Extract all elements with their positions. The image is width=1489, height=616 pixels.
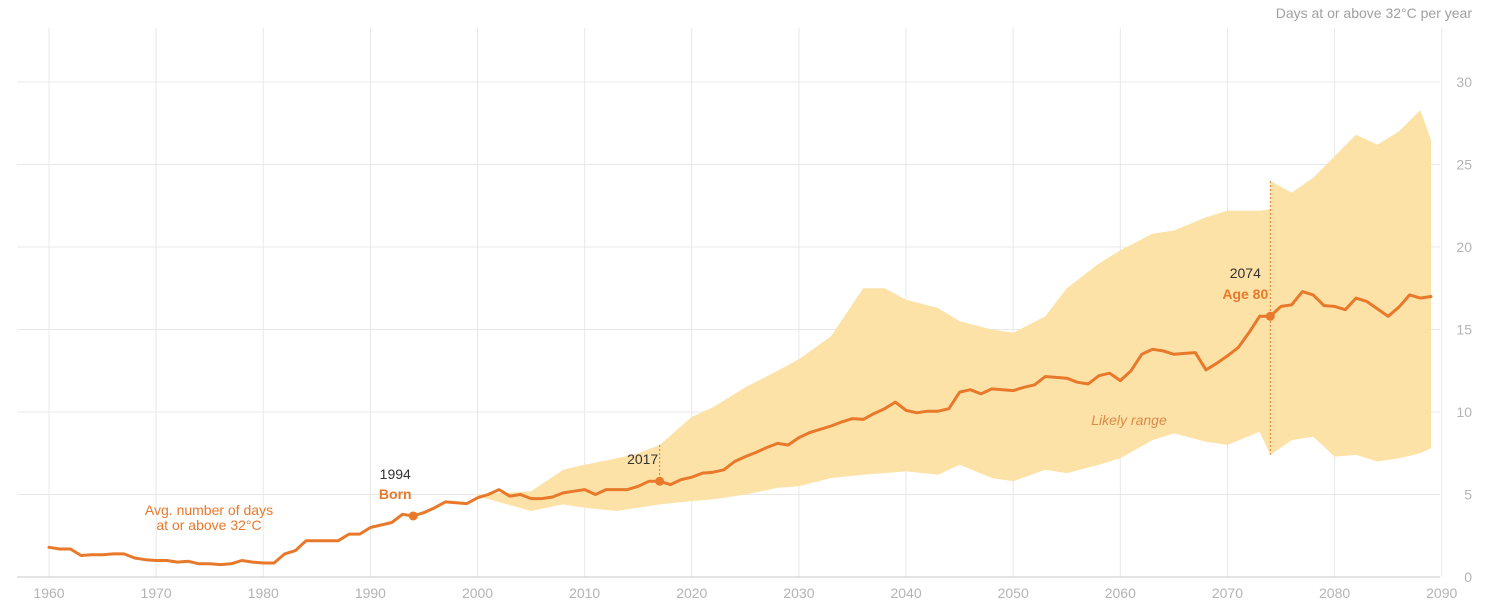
annotation-1994-year: 1994 (380, 466, 411, 482)
y-axis-tick-labels: 0 5 10 15 20 25 30 (1456, 74, 1472, 585)
y-tick-25: 25 (1456, 157, 1472, 173)
x-tick-1990: 1990 (355, 585, 386, 601)
series-label-line-2: at or above 32°C (156, 517, 261, 533)
y-tick-30: 30 (1456, 74, 1472, 90)
y-tick-5: 5 (1464, 487, 1472, 503)
x-tick-2090: 2090 (1426, 585, 1457, 601)
annotation-2017-year: 2017 (627, 451, 658, 467)
x-tick-1970: 1970 (141, 585, 172, 601)
x-tick-2080: 2080 (1319, 585, 1350, 601)
annotation-age80-label: Age 80 (1222, 286, 1268, 302)
likely-range-band (477, 110, 1431, 511)
x-tick-1960: 1960 (33, 585, 64, 601)
annotation-points (408, 311, 1275, 521)
x-tick-2030: 2030 (783, 585, 814, 601)
y-tick-0: 0 (1464, 569, 1472, 585)
point-1994 (408, 511, 418, 521)
point-2074 (1265, 311, 1275, 321)
likely-range-label: Likely range (1091, 412, 1167, 428)
y-tick-15: 15 (1456, 322, 1472, 338)
x-tick-1980: 1980 (248, 585, 279, 601)
annotation-born-label: Born (379, 486, 412, 502)
x-tick-2050: 2050 (998, 585, 1029, 601)
annotation-2074-year: 2074 (1230, 265, 1261, 281)
point-2017 (655, 476, 665, 486)
y-tick-20: 20 (1456, 239, 1472, 255)
avg-days-line (47, 290, 1433, 567)
x-axis-tick-labels: 1960 1970 1980 1990 2000 2010 2020 2030 2040 2050… (33, 585, 1457, 601)
x-tick-2070: 2070 (1212, 585, 1243, 601)
y-tick-10: 10 (1456, 404, 1472, 420)
y-axis-title: Days at or above 32°C per year (1276, 5, 1473, 21)
x-tick-2060: 2060 (1105, 585, 1136, 601)
x-tick-2010: 2010 (569, 585, 600, 601)
x-tick-2020: 2020 (676, 585, 707, 601)
x-tick-2000: 2000 (462, 585, 493, 601)
x-tick-2040: 2040 (890, 585, 921, 601)
series-label-line-1: Avg. number of days (145, 502, 273, 518)
